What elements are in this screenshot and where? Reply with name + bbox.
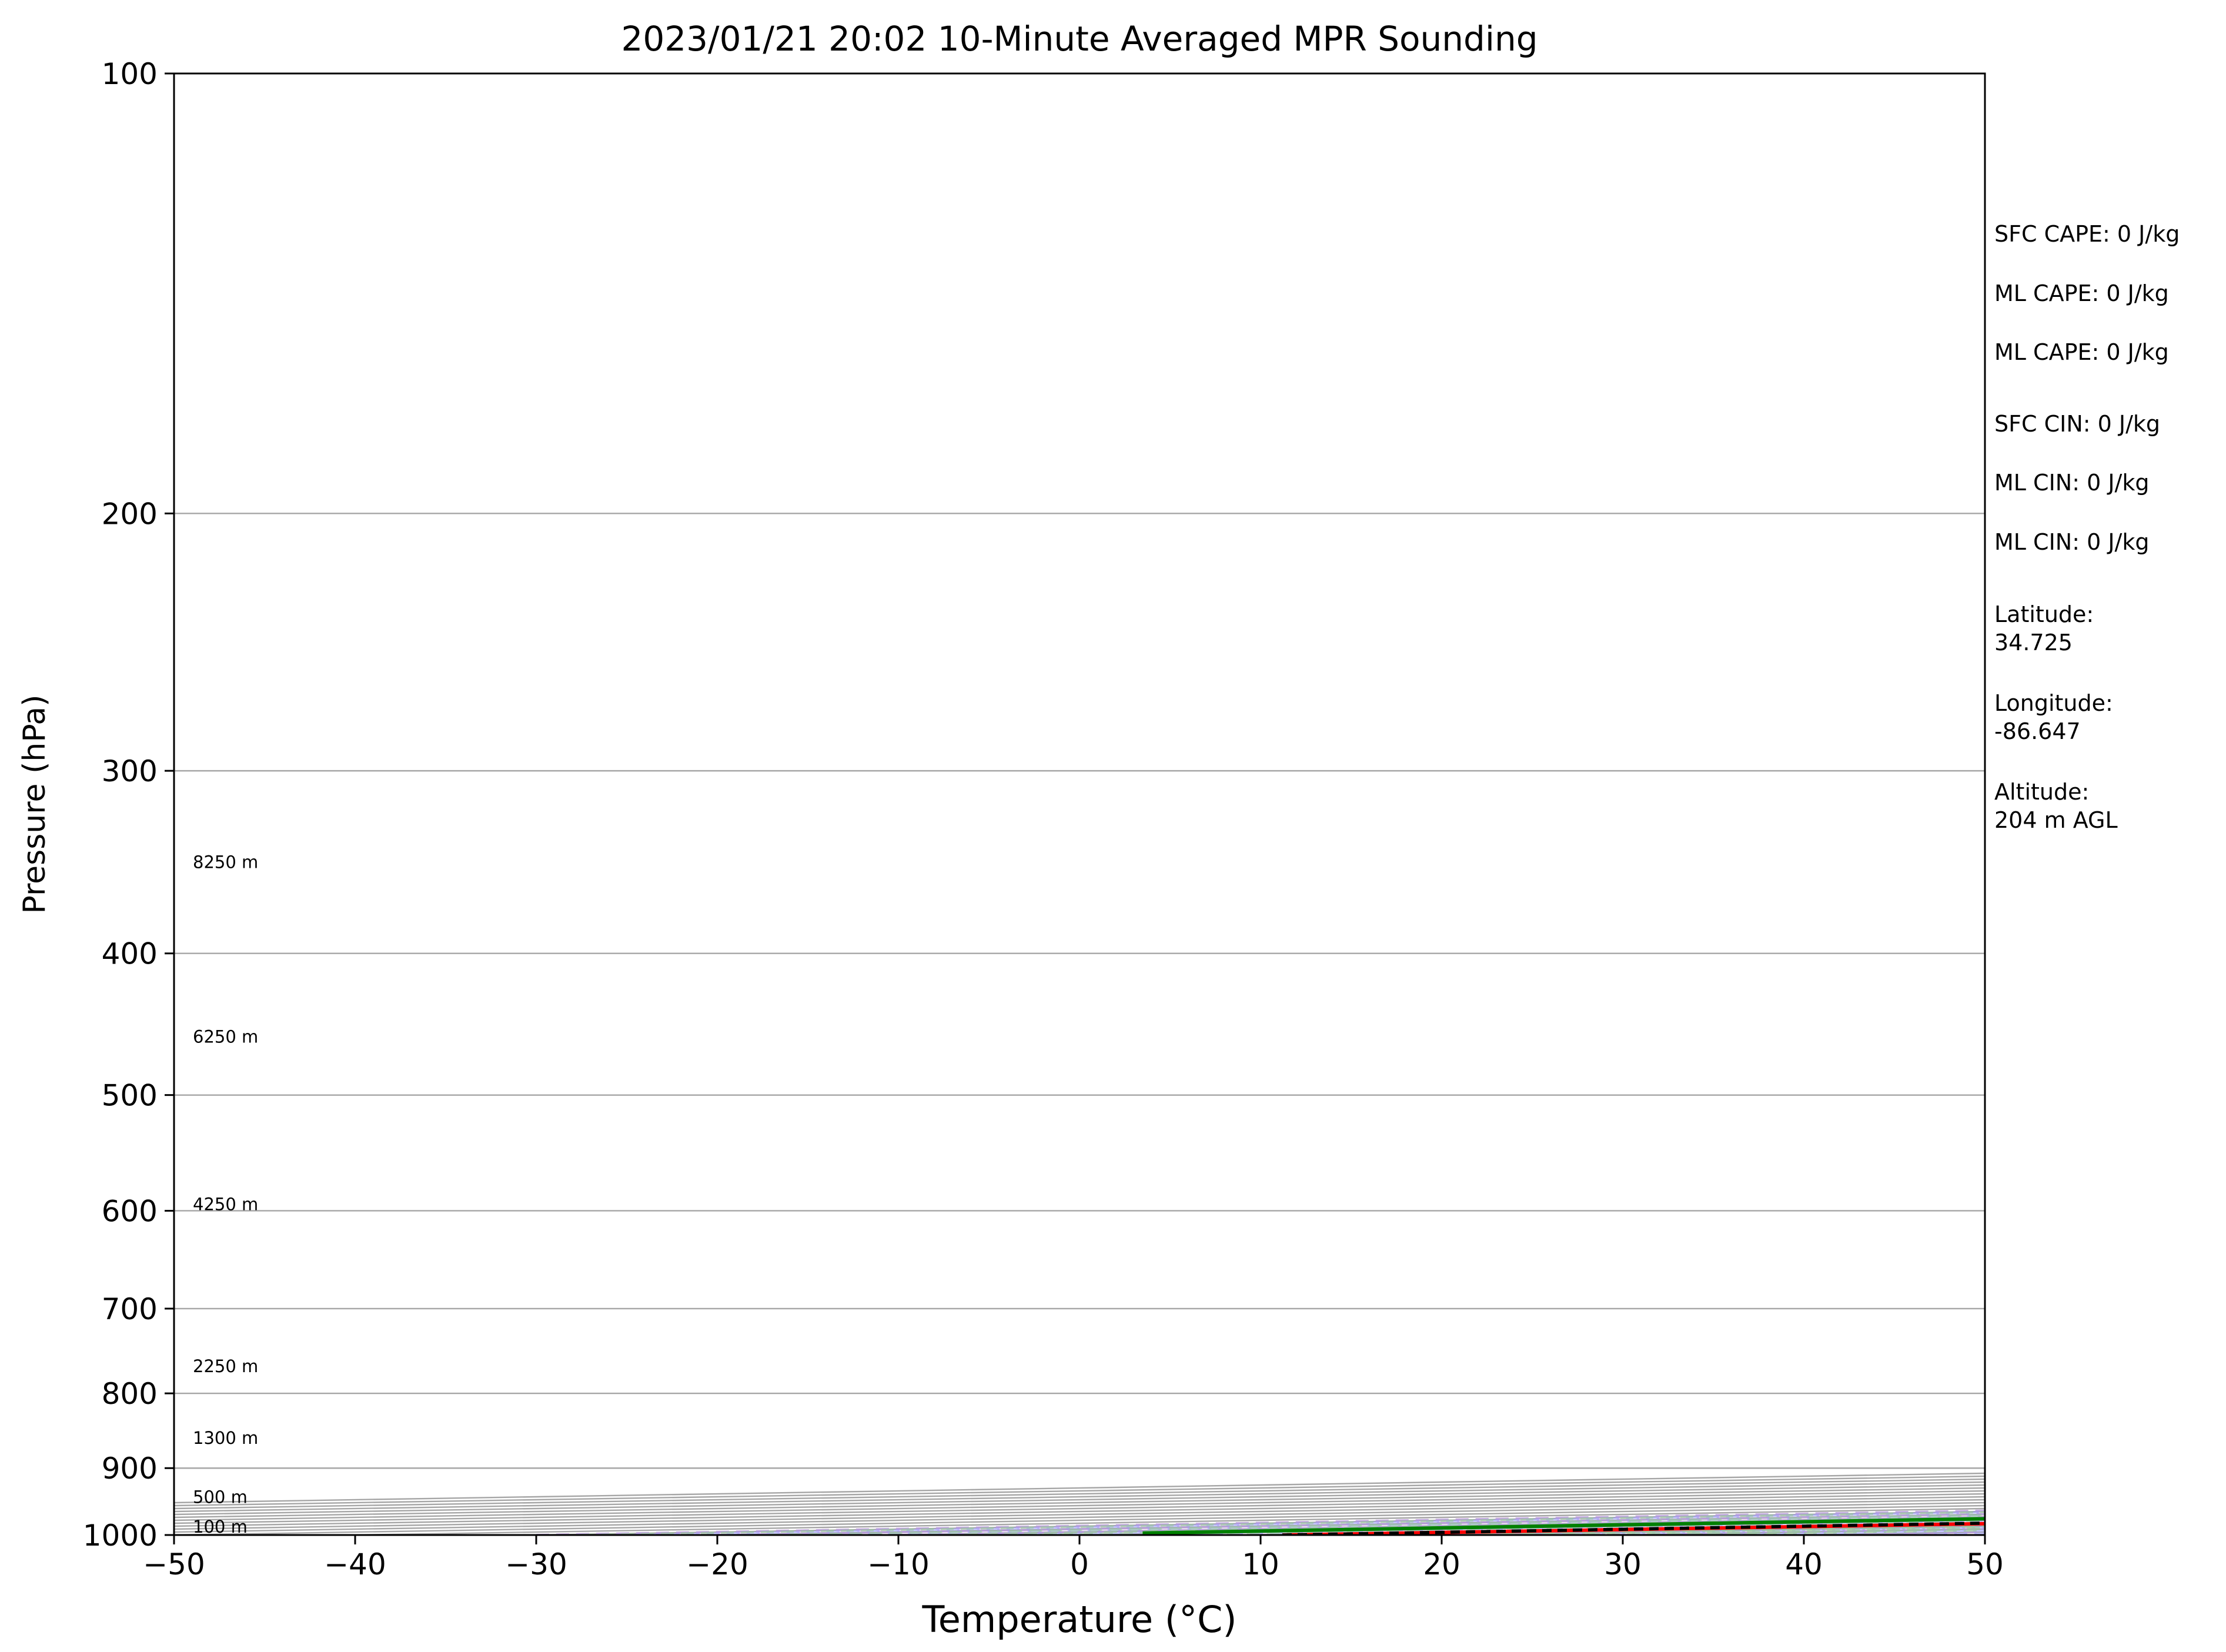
y-tick-label: 700 — [102, 1292, 158, 1326]
x-tick-label: −30 — [505, 1547, 567, 1581]
x-tick-label: 10 — [1242, 1547, 1279, 1581]
x-axis-label: Temperature (°C) — [921, 1598, 1236, 1641]
height-label: 6250 m — [193, 1027, 258, 1047]
chart-title: 2023/01/21 20:02 10-Minute Averaged MPR … — [621, 19, 1538, 59]
ml-cape-label-2: ML CAPE: 0 J/kg — [1994, 339, 2169, 365]
y-tick-label: 400 — [102, 937, 158, 971]
x-tick-label: 50 — [1966, 1547, 2004, 1581]
x-tick-label: 0 — [1070, 1547, 1089, 1581]
y-tick-label: 200 — [102, 497, 158, 531]
y-tick-label: 300 — [102, 754, 158, 788]
x-tick-label: −10 — [867, 1547, 930, 1581]
height-label: 2250 m — [193, 1356, 258, 1376]
y-tick-label: 600 — [102, 1194, 158, 1228]
y-tick-label: 100 — [102, 57, 158, 91]
ml-cin-label: ML CIN: 0 J/kg — [1994, 470, 2150, 496]
ml-cin-label-2: ML CIN: 0 J/kg — [1994, 529, 2150, 555]
ml-cape-label: ML CAPE: 0 J/kg — [1994, 280, 2169, 306]
y-axis-label: Pressure (hPa) — [17, 695, 52, 914]
x-tick-label: −20 — [686, 1547, 748, 1581]
height-label: 4250 m — [193, 1194, 258, 1214]
y-tick-label: 800 — [102, 1377, 158, 1411]
x-tick-label: 30 — [1604, 1547, 1642, 1581]
altitude-label: Altitude: 204 m AGL — [1994, 779, 2118, 833]
height-label: 8250 m — [193, 852, 258, 872]
sfc-cin-label: SFC CIN: 0 J/kg — [1994, 411, 2161, 437]
longitude-label: Longitude: -86.647 — [1994, 690, 2113, 744]
pressure-gridlines — [174, 513, 1985, 1469]
y-tick-label: 500 — [102, 1079, 158, 1113]
latitude-label: Latitude: 34.725 — [1994, 601, 2094, 656]
sfc-cape-label: SFC CAPE: 0 J/kg — [1994, 221, 2180, 247]
x-tick-label: −50 — [143, 1547, 205, 1581]
height-labels: 100 m 500 m 1300 m 2250 m 4250 m 6250 m 8250 m — [193, 852, 258, 1537]
x-tick-label: 20 — [1423, 1547, 1460, 1581]
x-tick-label: 40 — [1785, 1547, 1823, 1581]
y-tick-label: 900 — [102, 1452, 158, 1486]
y-axis-ticks: 100 200 300 400 500 600 700 800 900 1000 — [83, 57, 174, 1553]
height-label: 100 m — [193, 1517, 248, 1537]
x-axis-ticks: −50 −40 −30 −20 −10 0 10 20 30 40 50 — [143, 1535, 2004, 1581]
height-label: 1300 m — [193, 1428, 258, 1448]
height-label: 500 m — [193, 1487, 248, 1507]
y-tick-label: 1000 — [83, 1519, 158, 1553]
x-tick-label: −40 — [324, 1547, 386, 1581]
